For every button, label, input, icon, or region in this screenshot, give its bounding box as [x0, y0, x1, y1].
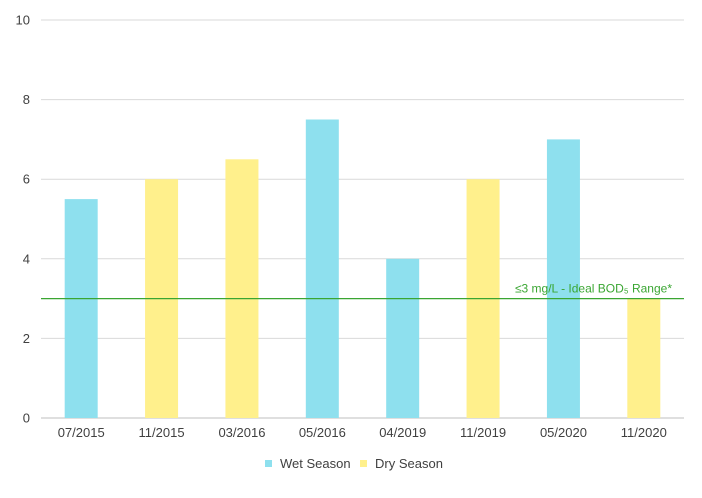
- x-tick-label: 04/2019: [379, 425, 426, 440]
- x-tick-label: 03/2016: [218, 425, 265, 440]
- legend-label: Dry Season: [375, 456, 443, 471]
- y-tick-label: 6: [23, 172, 30, 187]
- x-tick-label: 11/2019: [460, 425, 506, 440]
- bar-07-2015: [64, 199, 98, 418]
- bar-03-2016: [225, 159, 259, 419]
- x-tick-label: 07/2015: [58, 425, 105, 440]
- x-tick-label: 05/2016: [299, 425, 346, 440]
- reference-line-group: ≤3 mg/L - Ideal BOD₅ Range*: [41, 282, 684, 300]
- y-axis-tick-labels: 0 2 4 6 8 10: [16, 13, 30, 426]
- reference-line-label: ≤3 mg/L - Ideal BOD₅ Range*: [515, 282, 672, 296]
- x-axis-tick-labels: 07/2015 11/2015 03/2016 05/2016 04/2019 11/20…: [58, 425, 667, 440]
- legend: Wet Season Dry Season: [265, 456, 443, 471]
- bar-05-2016: [305, 119, 339, 418]
- bar-05-2020: [546, 139, 580, 418]
- x-tick-label: 11/2020: [621, 425, 667, 440]
- y-tick-label: 0: [23, 411, 30, 426]
- legend-swatch: [360, 460, 367, 467]
- gridlines: [41, 19, 684, 419]
- legend-label: Wet Season: [280, 456, 351, 471]
- y-tick-label: 8: [23, 92, 30, 107]
- y-tick-label: 2: [23, 331, 30, 346]
- x-tick-label: 11/2015: [139, 425, 185, 440]
- x-tick-label: 05/2020: [540, 425, 587, 440]
- bar-11-2020: [627, 298, 661, 418]
- y-tick-label: 10: [16, 13, 30, 28]
- bar-series: [64, 119, 661, 419]
- bar-04-2019: [386, 258, 420, 418]
- y-tick-label: 4: [23, 251, 30, 266]
- legend-swatch: [265, 460, 272, 467]
